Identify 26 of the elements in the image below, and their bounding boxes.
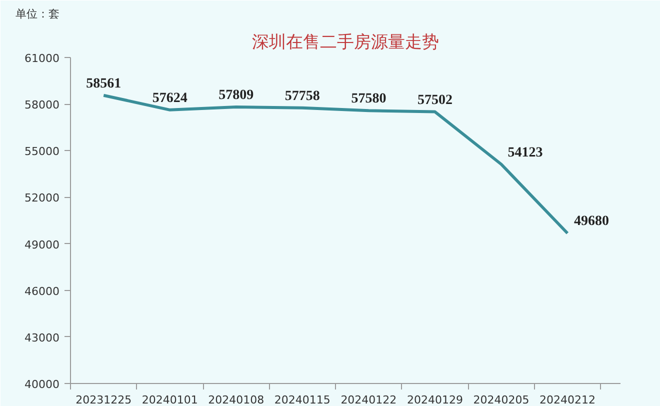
x-tick-label: 20240108 <box>208 394 264 406</box>
y-tick-label: 52000 <box>24 192 60 205</box>
y-tick-label: 49000 <box>24 238 60 252</box>
x-tick-label: 20240205 <box>473 394 530 406</box>
y-tick-label: 43000 <box>24 331 60 344</box>
data-label: 57809 <box>218 88 254 104</box>
x-tick-label: 20240129 <box>406 394 463 406</box>
data-label: 57502 <box>417 92 452 108</box>
y-tick-label: 55000 <box>24 145 60 158</box>
data-label: 57580 <box>351 92 386 107</box>
x-tick-label: 20240115 <box>274 394 330 406</box>
x-tick-label: 20240101 <box>142 394 198 406</box>
data-label: 58561 <box>86 76 122 92</box>
data-label: 49680 <box>574 214 609 230</box>
y-tick-label: 58000 <box>24 98 60 112</box>
x-tick-label: 20240122 <box>340 394 397 406</box>
y-tick-label: 40000 <box>24 378 60 391</box>
y-tick-label: 46000 <box>24 284 60 298</box>
data-label: 57758 <box>284 88 320 104</box>
data-label: 57624 <box>152 90 188 106</box>
x-tick-label: 20231225 <box>76 394 132 406</box>
y-axis-title: 单位：套 <box>16 8 60 20</box>
data-label: 54123 <box>508 145 543 160</box>
x-tick-label: 20240212 <box>539 394 596 406</box>
y-tick-label: 61000 <box>24 52 60 65</box>
chart-title: 深圳在售二手房源量走势 <box>252 32 439 52</box>
